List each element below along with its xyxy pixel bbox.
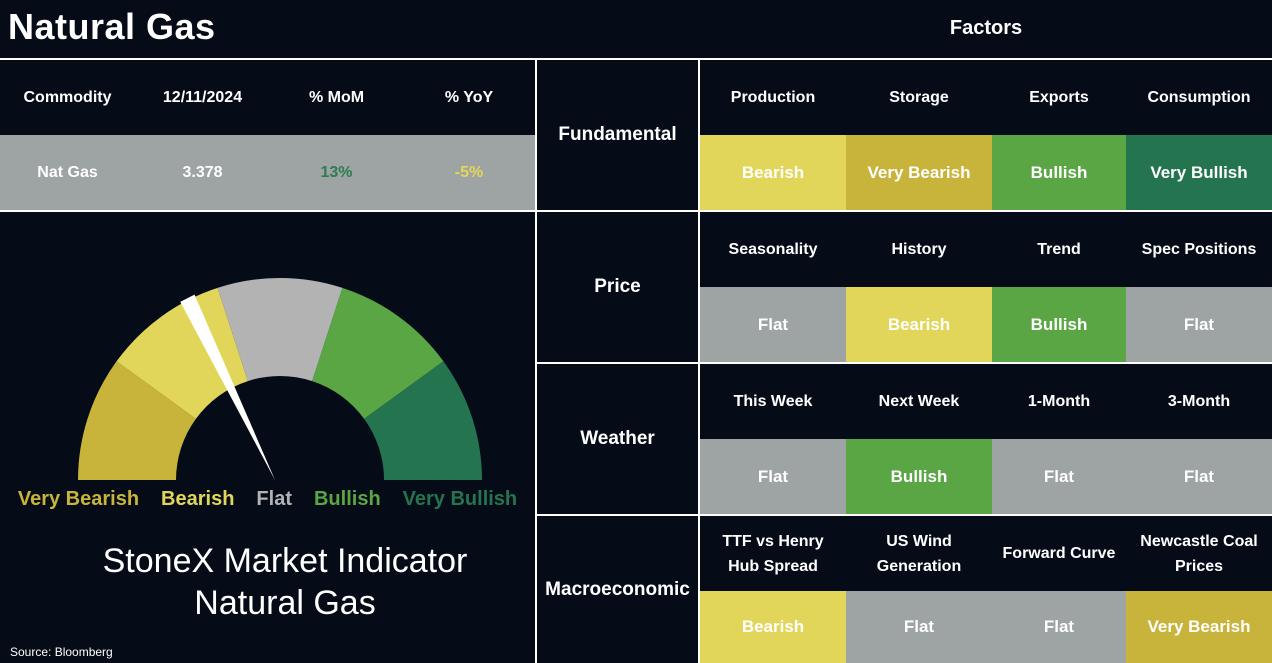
source-note: Source: Bloomberg — [10, 645, 113, 659]
category-fundamental: Fundamental — [558, 124, 677, 145]
divider — [535, 58, 537, 663]
factor-rating-production: Bearish — [700, 135, 846, 210]
factor-rating-next-week: Bullish — [846, 439, 992, 514]
gauge-segment-bullish — [312, 287, 444, 419]
header-commodity: Commodity — [23, 88, 112, 106]
factors-title: Factors — [949, 17, 1023, 39]
factor-label-3-month: 3-Month — [1167, 393, 1231, 410]
factor-label-next-week: Next Week — [878, 393, 960, 410]
factor-label-1-month: 1-Month — [1027, 393, 1091, 410]
factor-rating-spec-positions: Flat — [1126, 287, 1272, 362]
page-title: Natural Gas — [8, 6, 216, 47]
commodity-name: Nat Gas — [37, 163, 98, 181]
gauge-segment-bearish — [116, 287, 248, 419]
factor-label-storage: Storage — [889, 89, 949, 106]
factor-label-seasonality: Seasonality — [728, 241, 818, 258]
category-price: Price — [594, 276, 641, 297]
category-weather: Weather — [580, 428, 655, 449]
header-date: 12/11/2024 — [162, 88, 243, 106]
sentiment-gauge — [78, 278, 482, 480]
factor-rating-trend: Bullish — [992, 287, 1126, 362]
factor-label-trend: Trend — [1037, 241, 1081, 258]
gauge-segment-very-bearish — [78, 361, 196, 480]
header-mom: % MoM — [308, 88, 365, 106]
mom-change: 13% — [320, 163, 353, 181]
factor-label-consumption: Consumption — [1147, 89, 1251, 106]
legend-flat: Flat — [256, 488, 292, 510]
factor-rating-exports: Bullish — [992, 135, 1126, 210]
factor-rating-this-week: Flat — [700, 439, 846, 514]
commodity-table: Commodity 12/11/2024 % MoM % YoY Nat Gas… — [0, 60, 535, 210]
divider — [698, 58, 700, 663]
factor-label-ttf-vs-henry-hub-spread: TTF vs Henry Hub Spread — [722, 532, 824, 575]
divider — [0, 210, 1272, 212]
gauge-segment-flat — [217, 278, 343, 382]
factor-rating-3-month: Flat — [1126, 439, 1272, 514]
header-yoy: % YoY — [444, 88, 494, 106]
factor-label-production: Production — [730, 89, 816, 106]
factor-rating-storage: Very Bearish — [846, 135, 992, 210]
legend-bullish: Bullish — [313, 488, 381, 510]
legend-bearish: Bearish — [161, 488, 235, 510]
factor-label-newcastle-coal-prices: Newcastle Coal Prices — [1140, 532, 1258, 575]
factor-rating-consumption: Very Bullish — [1126, 135, 1272, 210]
commodity-table-header: Commodity 12/11/2024 % MoM % YoY — [0, 60, 535, 135]
factor-rating-forward-curve: Flat — [992, 591, 1126, 663]
factor-label-forward-curve: Forward Curve — [1002, 545, 1116, 562]
factor-label-this-week: This Week — [733, 393, 813, 410]
legend-very-bearish: Very Bearish — [17, 488, 140, 510]
factor-rating-newcastle-coal-prices: Very Bearish — [1126, 591, 1272, 663]
indicator-title: StoneX Market Indicator Natural Gas — [0, 540, 570, 624]
category-macroeconomic: Macroeconomic — [545, 578, 690, 600]
factor-rating-1-month: Flat — [992, 439, 1126, 514]
factor-rating-history: Bearish — [846, 287, 992, 362]
gauge-segment-very-bullish — [364, 361, 482, 480]
factor-label-spec-positions: Spec Positions — [1141, 241, 1257, 258]
gauge-needle — [180, 294, 275, 480]
commodity-price: 3.378 — [182, 163, 223, 181]
divider — [537, 514, 1272, 516]
factor-rating-seasonality: Flat — [700, 287, 846, 362]
gauge-legend: Very Bearish Bearish Flat Bullish Very B… — [0, 488, 535, 516]
factor-rating-us-wind-generation: Flat — [846, 591, 992, 663]
divider — [537, 362, 1272, 364]
factor-label-exports: Exports — [1029, 89, 1089, 106]
factor-rating-ttf-vs-henry-hub-spread: Bearish — [700, 591, 846, 663]
indicator-title-line1: StoneX Market Indicator — [102, 542, 468, 580]
indicator-title-line2: Natural Gas — [194, 584, 376, 622]
factor-label-history: History — [891, 241, 947, 258]
table-row: Nat Gas 3.378 13% -5% — [0, 135, 535, 210]
legend-very-bullish: Very Bullish — [402, 488, 518, 510]
yoy-change: -5% — [454, 163, 484, 181]
factor-label-us-wind-generation: US Wind Generation — [876, 532, 962, 575]
divider — [0, 58, 1272, 60]
